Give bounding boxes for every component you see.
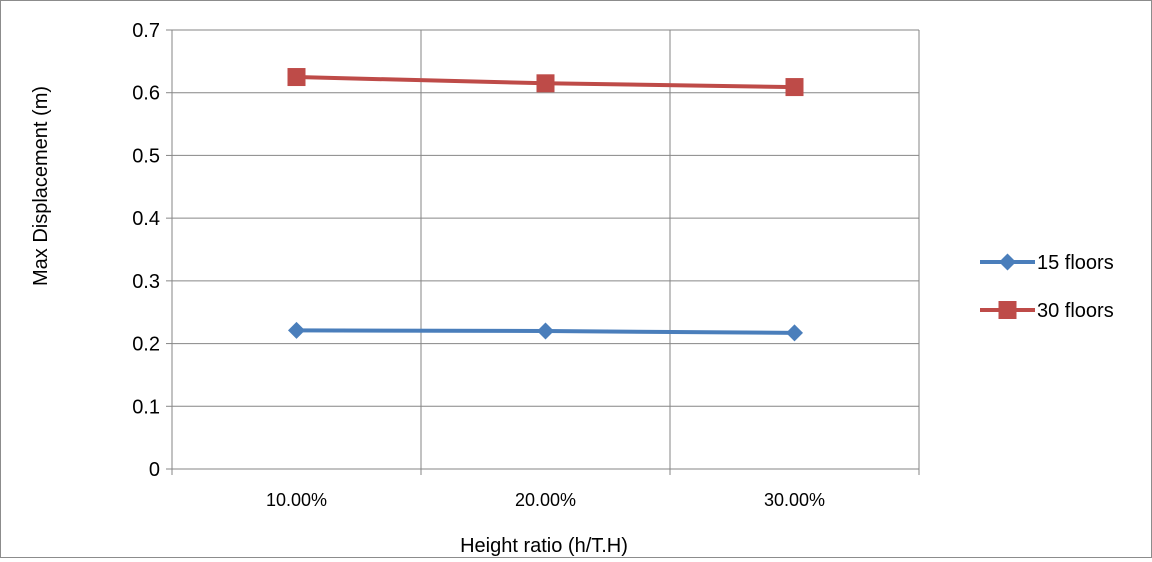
- y-tick-label: 0.6: [132, 83, 160, 105]
- series-group: [287, 68, 804, 342]
- data-point: [536, 74, 555, 93]
- x-tick-label: 10.00%: [266, 490, 327, 510]
- y-tick-label: 0.4: [132, 208, 160, 230]
- y-tick-label: 0.1: [132, 396, 160, 418]
- x-tick-labels: 10.00% 20.00% 30.00%: [266, 490, 825, 510]
- legend-item: 15 floors: [980, 252, 1114, 274]
- legend-label: 15 floors: [1037, 252, 1114, 274]
- y-tick-labels: 0 0.1 0.2 0.3 0.4 0.5 0.6 0.7: [132, 20, 160, 481]
- data-point: [288, 321, 305, 339]
- legend-item: 30 floors: [980, 300, 1114, 322]
- y-tick-label: 0.2: [132, 334, 160, 356]
- x-tick-label: 20.00%: [515, 490, 576, 510]
- legend-label: 30 floors: [1037, 300, 1114, 322]
- data-point: [537, 322, 554, 340]
- data-point: [786, 324, 803, 342]
- y-tick-label: 0.3: [132, 271, 160, 293]
- legend-marker: [998, 301, 1017, 319]
- x-tick-label: 30.00%: [764, 490, 825, 510]
- legend-marker: [999, 253, 1016, 271]
- data-point: [287, 68, 306, 87]
- legend: 15 floors 30 floors: [980, 252, 1114, 322]
- y-axis-label: Max Displacement (m): [30, 86, 52, 286]
- y-tick-label: 0: [149, 459, 160, 481]
- y-tick-label: 0.7: [132, 20, 160, 42]
- grid-lines: [172, 29, 920, 469]
- series-2: [287, 68, 804, 97]
- data-point: [785, 78, 804, 97]
- x-axis-label: Height ratio (h/T.H): [460, 535, 628, 557]
- series-1: [288, 321, 803, 342]
- y-tick-label: 0.5: [132, 145, 160, 167]
- axes: [166, 29, 920, 475]
